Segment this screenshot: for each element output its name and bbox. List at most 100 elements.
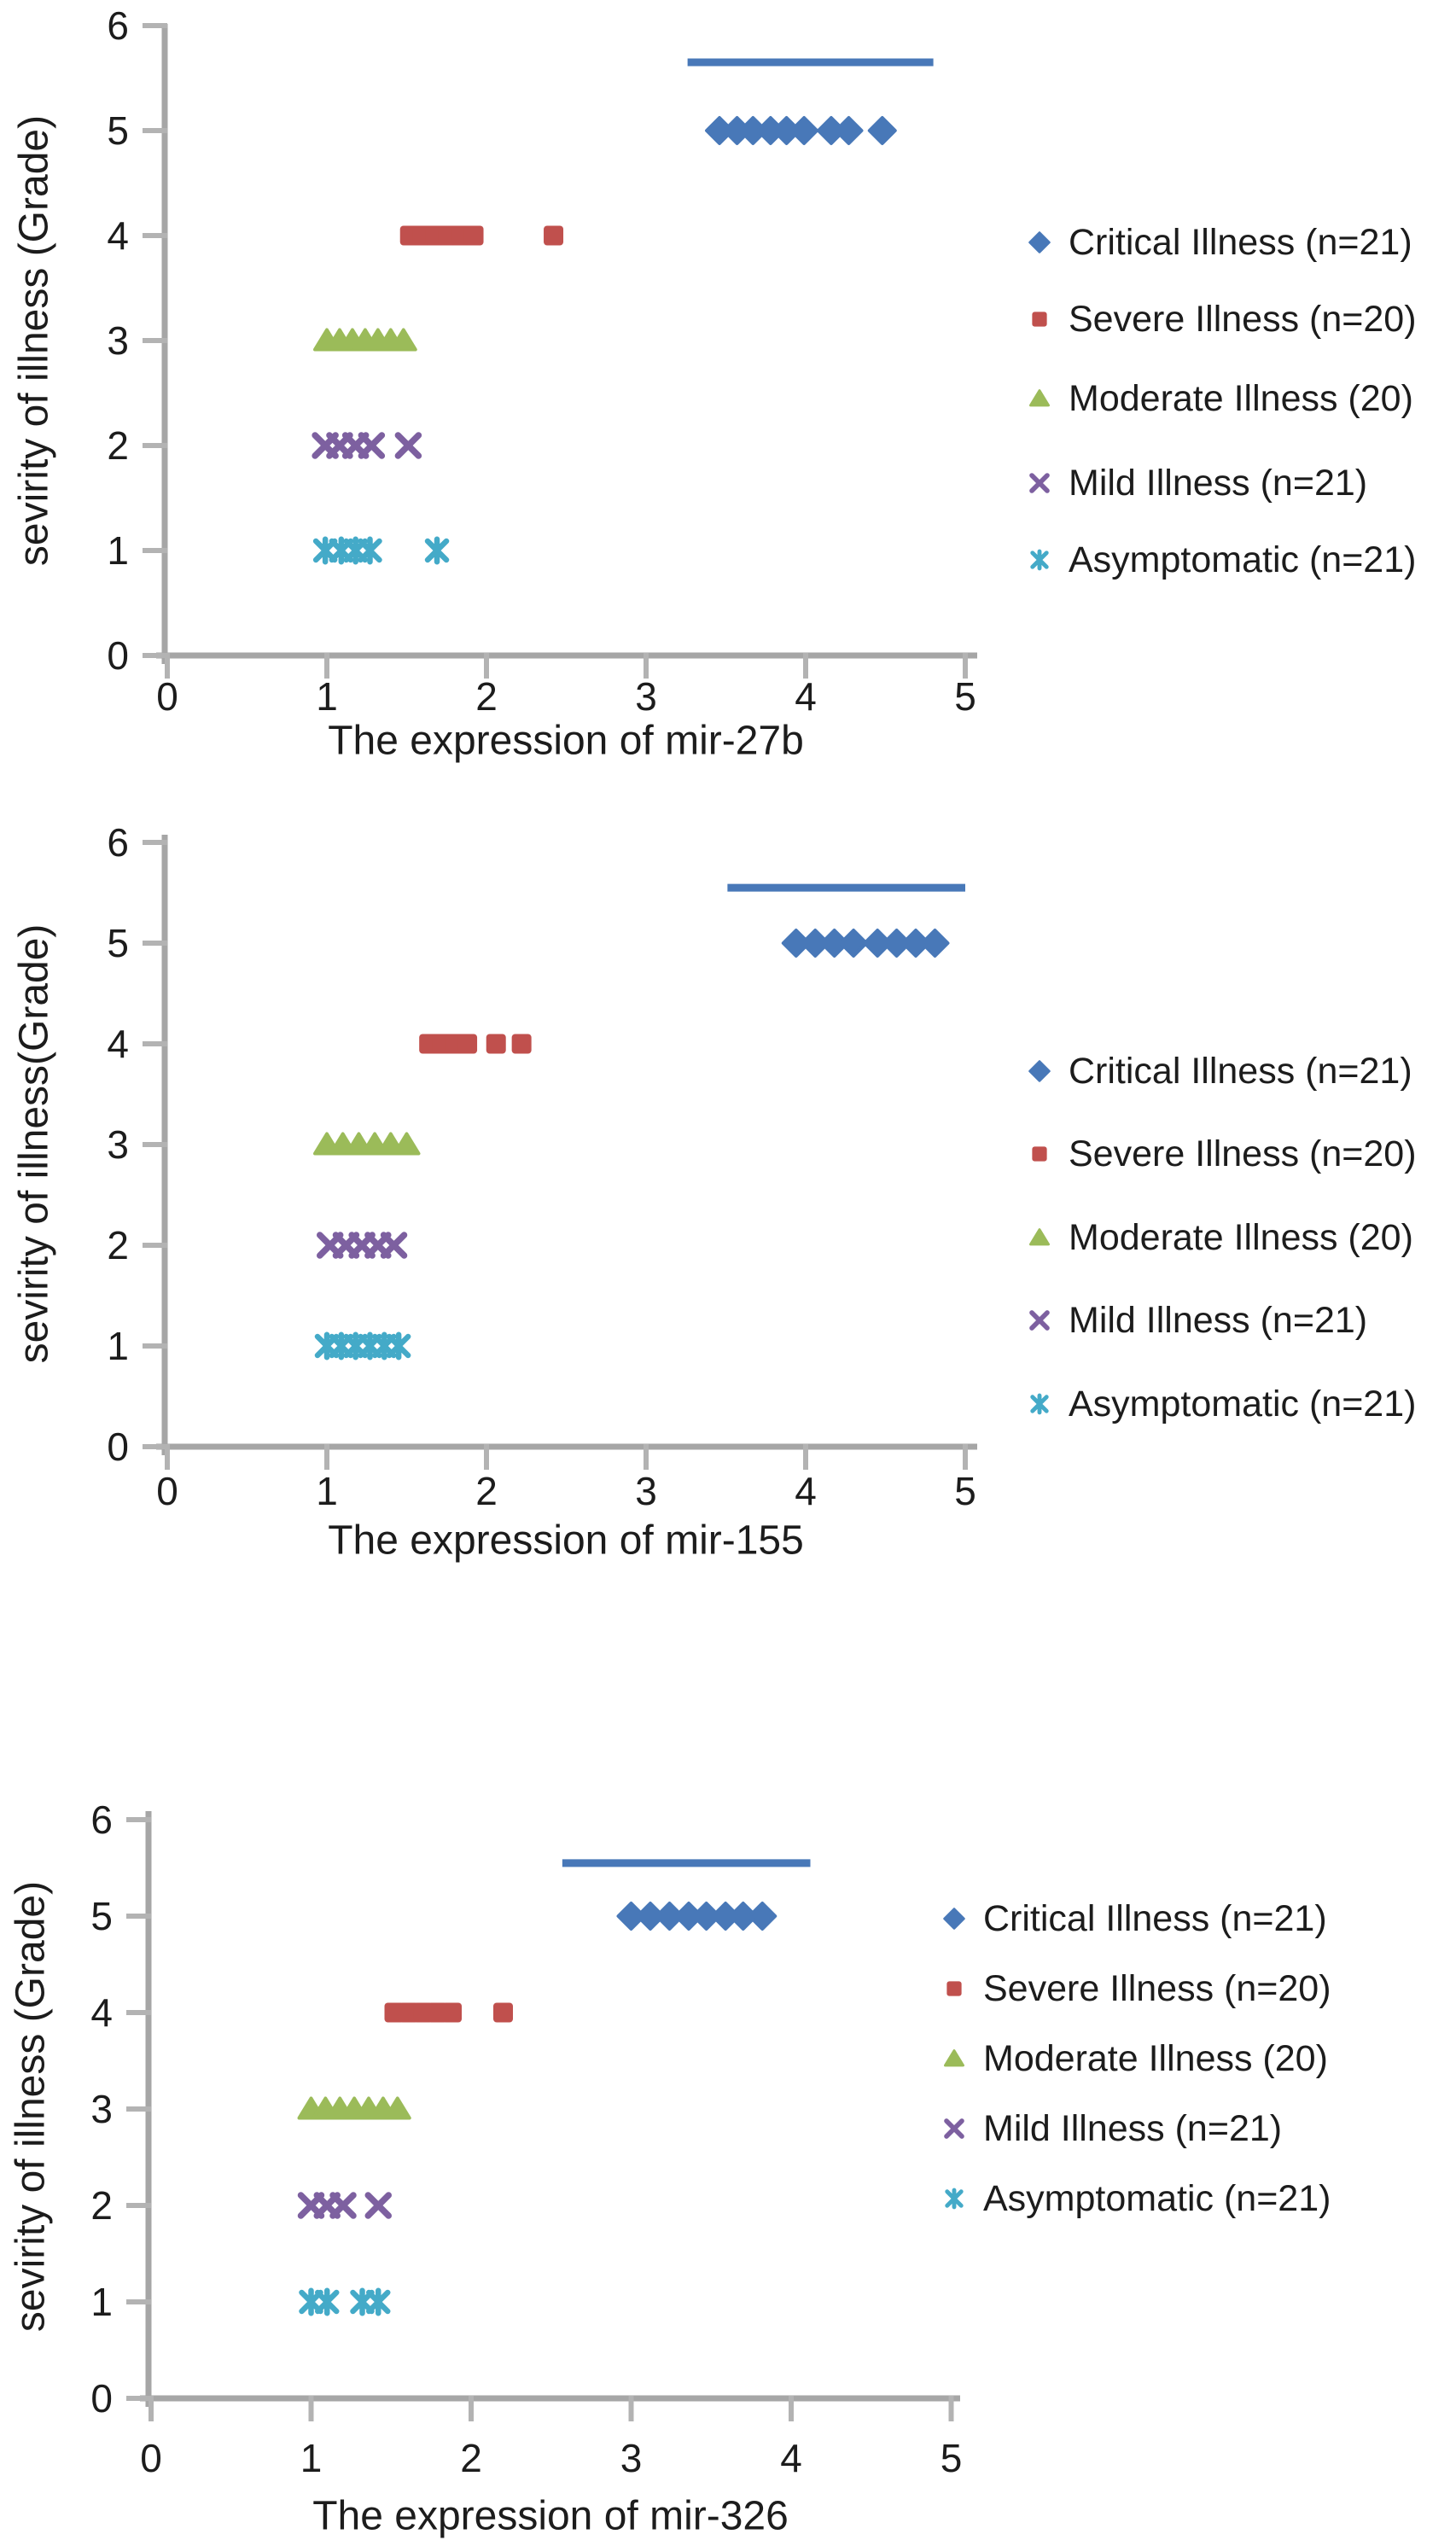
square-marker: [463, 225, 484, 246]
star-marker: [358, 536, 382, 565]
y-tick-label: 6: [107, 3, 129, 48]
series-asymptomatic: [314, 1331, 411, 1360]
legend-label-mild: Mild Illness (n=21): [1069, 1300, 1367, 1341]
y-tick-label: 5: [107, 108, 129, 153]
x-tick-label: 1: [300, 2436, 323, 2480]
diamond-marker: [920, 929, 950, 958]
y-tick-label: 3: [107, 1122, 129, 1167]
legend-label-severe: Severe Illness (n=20): [1069, 1133, 1417, 1174]
y-tick-label: 4: [107, 213, 129, 258]
x-tick-label: 2: [475, 1469, 498, 1513]
y-axis-title: sevirity of illness (Grade): [9, 1881, 54, 2332]
legend-label-mild: Mild Illness (n=21): [1069, 463, 1367, 504]
y-tick-label: 0: [107, 633, 129, 678]
x-axis-title: The expression of mir-155: [328, 1518, 804, 1564]
legend-x-icon: [1029, 1310, 1050, 1331]
legend-item-asymptomatic: Asymptomatic (n=21): [1030, 539, 1416, 580]
x-marker: [358, 432, 386, 459]
y-tick-label: 4: [107, 1022, 129, 1066]
x-axis-title: The expression of mir-27b: [328, 719, 804, 764]
series-mild: [312, 432, 422, 459]
legend-item-severe: Severe Illness (n=20): [946, 1968, 1331, 2009]
square-marker: [511, 1034, 532, 1054]
x-marker: [364, 2192, 392, 2219]
diamond-marker: [867, 116, 897, 145]
legend-x-icon: [1029, 473, 1050, 493]
series-severe: [419, 1034, 532, 1054]
y-tick-label: 4: [90, 1990, 113, 2035]
legend-label-critical: Critical Illness (n=21): [983, 1898, 1327, 1939]
legend-label-moderate: Moderate Illness (20): [1069, 378, 1413, 419]
square-marker: [493, 2002, 513, 2023]
legend-label-mild: Mild Illness (n=21): [983, 2108, 1282, 2149]
legend-item-asymptomatic: Asymptomatic (n=21): [1030, 1384, 1416, 1424]
legend-square-icon: [1032, 1146, 1047, 1162]
legend-triangle-icon: [944, 2049, 964, 2067]
star-marker: [315, 2287, 340, 2316]
legend: Critical Illness (n=21) Severe Illness (n…: [1028, 1051, 1417, 1424]
legend-item-moderate: Moderate Illness (20): [1029, 1217, 1413, 1258]
legend-star-icon: [1030, 1393, 1049, 1415]
legend-label-severe: Severe Illness (n=20): [1069, 299, 1417, 340]
square-marker: [544, 225, 564, 246]
legend-item-mild: Mild Illness (n=21): [1029, 463, 1367, 504]
legend-item-asymptomatic: Asymptomatic (n=21): [945, 2178, 1331, 2219]
x-tick-label: 5: [954, 674, 976, 719]
legend-label-asymptomatic: Asymptomatic (n=21): [1069, 1384, 1416, 1424]
legend-item-critical: Critical Illness (n=21): [943, 1898, 1327, 1939]
triangle-marker: [389, 328, 417, 352]
chart-mir-27b: 0 1 2 3 4 5 6 0 1 2 3 4 5 The expression of mir-27b se…: [12, 3, 1417, 764]
legend-item-severe: Severe Illness (n=20): [1032, 299, 1417, 340]
y-tick-label: 2: [107, 423, 129, 468]
y-tick-label: 0: [90, 2376, 113, 2421]
legend-triangle-icon: [1029, 389, 1050, 407]
legend-diamond-icon: [1028, 1060, 1051, 1082]
legend-item-critical: Critical Illness (n=21): [1028, 1051, 1412, 1092]
x-tick-label: 4: [795, 674, 817, 719]
y-tick-label: 6: [107, 820, 129, 865]
legend-label-asymptomatic: Asymptomatic (n=21): [1069, 539, 1416, 580]
x-tick-label: 5: [941, 2436, 963, 2480]
series-asymptomatic: [312, 536, 450, 565]
y-tick-label: 1: [90, 2280, 113, 2324]
diamond-marker: [789, 116, 819, 145]
legend-square-icon: [1032, 312, 1047, 327]
legend-item-mild: Mild Illness (n=21): [1029, 1300, 1367, 1341]
x-tick-label: 1: [316, 1469, 338, 1513]
x-tick-label: 1: [316, 674, 338, 719]
legend-star-icon: [945, 2188, 964, 2210]
y-tick-label: 5: [107, 921, 129, 965]
x-tick-label: 0: [140, 2436, 162, 2480]
x-marker: [380, 1232, 408, 1259]
x-marker: [329, 2192, 357, 2219]
y-axis-title: sevirity of illness(Grade): [12, 924, 57, 1364]
y-tick-label: 0: [107, 1424, 129, 1469]
x-marker: [394, 432, 422, 459]
series-critical: [616, 1902, 778, 1931]
y-tick-label: 2: [107, 1223, 129, 1267]
legend-triangle-icon: [1029, 1228, 1050, 1246]
x-tick-label: 0: [156, 674, 178, 719]
x-tick-label: 3: [635, 674, 657, 719]
legend-item-moderate: Moderate Illness (20): [944, 2038, 1328, 2079]
legend-label-critical: Critical Illness (n=21): [1069, 222, 1412, 263]
series-critical: [705, 116, 897, 145]
series-mild: [316, 1232, 408, 1259]
legend-diamond-icon: [1028, 231, 1051, 253]
legend-star-icon: [1030, 549, 1049, 571]
triangle-marker: [383, 2096, 411, 2120]
diamond-marker: [748, 1902, 778, 1931]
legend: Critical Illness (n=21) Severe Illness (n…: [943, 1898, 1331, 2219]
series-moderate: [313, 1132, 421, 1156]
x-tick-label: 3: [635, 1469, 657, 1513]
star-marker: [386, 1331, 411, 1360]
chart-mir-155: 0 1 2 3 4 5 6 0 1 2 3 4 5 The expression of mir-155 se…: [12, 820, 1417, 1564]
legend-diamond-icon: [943, 1908, 965, 1930]
star-marker: [366, 2287, 391, 2316]
x-tick-label: 5: [954, 1469, 976, 1513]
star-marker: [424, 536, 450, 565]
series-critical: [781, 929, 950, 958]
series-moderate: [313, 328, 417, 352]
series-asymptomatic: [299, 2287, 391, 2316]
